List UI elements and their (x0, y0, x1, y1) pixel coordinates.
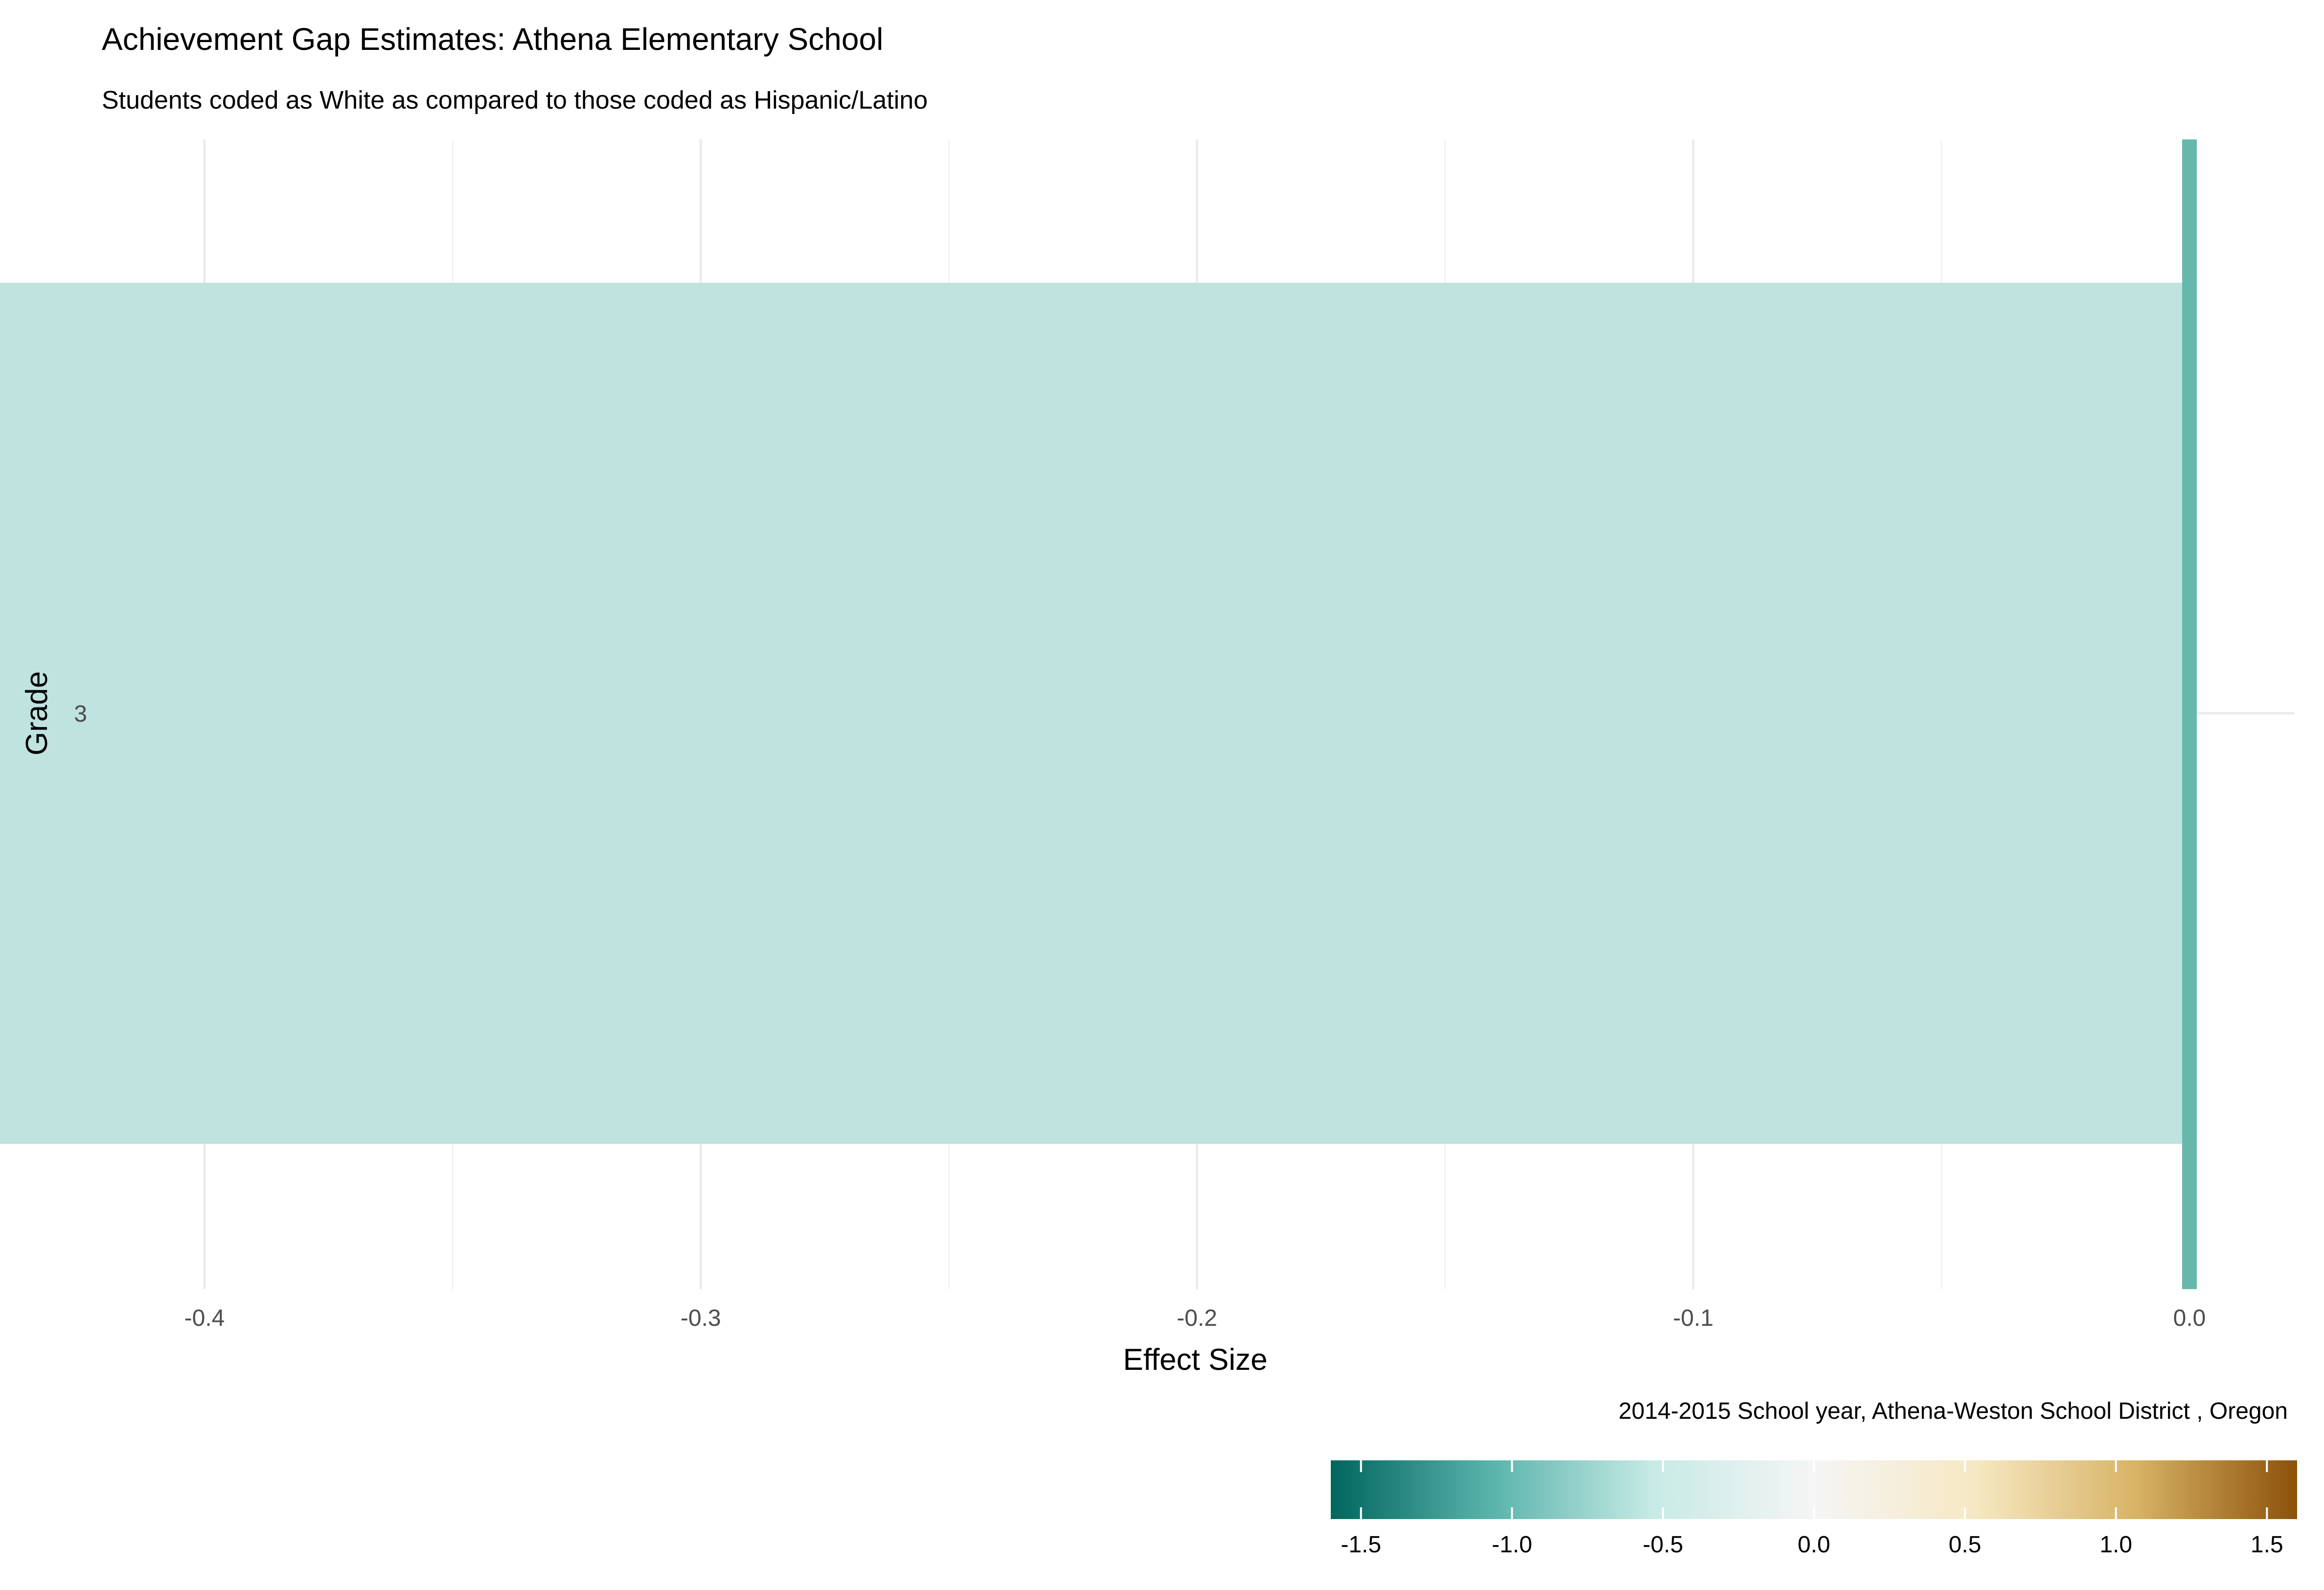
y-tick-label: 3 (74, 701, 87, 727)
chart-subtitle: Students coded as White as compared to t… (102, 86, 928, 114)
legend-tick-label: -1.5 (1341, 1532, 1381, 1558)
plot-area: 3 -0.4 -0.3 -0.2 -0.1 0.0 (0, 139, 2295, 1331)
legend-colorbar: -1.5 -1.0 -0.5 0.0 0.5 1.0 1.5 (1331, 1460, 2297, 1558)
x-axis-title: Effect Size (1123, 1343, 1267, 1377)
legend-tick-label: -1.0 (1492, 1532, 1532, 1558)
legend-tick-label: 0.0 (1798, 1532, 1830, 1558)
legend-tick-label: 0.5 (1949, 1532, 1982, 1558)
x-tick-label: -0.3 (681, 1305, 721, 1331)
legend-tick-label: -0.5 (1643, 1532, 1684, 1558)
chart-caption: 2014-2015 School year, Athena-Weston Sch… (1618, 1398, 2288, 1424)
bar-grade-3 (0, 283, 2189, 1144)
x-tick-label: -0.4 (184, 1305, 225, 1331)
y-axis-title: Grade (20, 671, 54, 755)
x-tick-label: -0.2 (1177, 1305, 1217, 1331)
x-tick-label: 0.0 (2173, 1305, 2206, 1331)
x-tick-label: -0.1 (1673, 1305, 1713, 1331)
chart-title: Achievement Gap Estimates: Athena Elemen… (102, 22, 883, 57)
legend-tick-label: 1.0 (2099, 1532, 2132, 1558)
legend-tick-label: 1.5 (2251, 1532, 2283, 1558)
